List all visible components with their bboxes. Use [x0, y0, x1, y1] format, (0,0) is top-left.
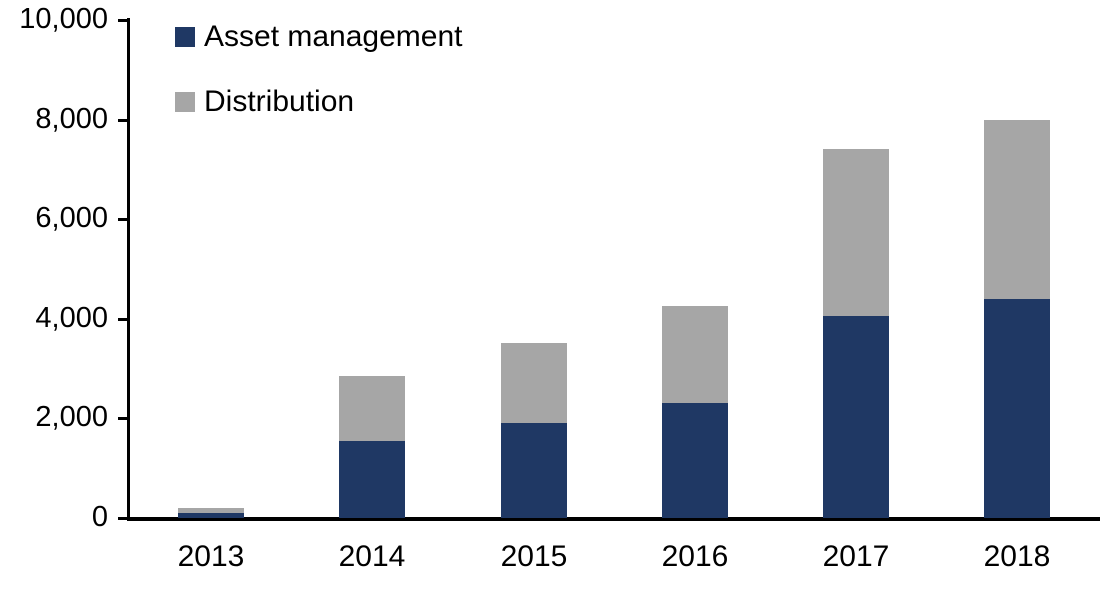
bar-segment-asset-management-2018 [984, 299, 1050, 518]
y-axis-label-2000: 2,000 [35, 401, 108, 434]
bar-segment-asset-management-2016 [662, 403, 728, 518]
y-axis-tick-6000 [118, 218, 128, 222]
y-axis-label-8000: 8,000 [35, 102, 108, 135]
legend-row-asset-management: Asset management [175, 20, 463, 53]
legend-swatch-asset-management [175, 27, 195, 47]
x-axis-line [127, 517, 1100, 521]
bar-segment-distribution-2015 [501, 343, 567, 423]
y-axis-tick-2000 [118, 417, 128, 421]
bar-segment-distribution-2017 [823, 149, 889, 316]
legend-row-distribution: Distribution [175, 85, 462, 118]
y-axis-tick-4000 [118, 317, 128, 321]
legend: Asset management Distribution [175, 20, 463, 152]
bar-segment-asset-management-2014 [339, 441, 405, 518]
x-axis-label-2017: 2017 [822, 540, 890, 573]
bar-segment-distribution-2018 [984, 120, 1050, 299]
y-axis-label-6000: 6,000 [35, 202, 108, 235]
x-axis-label-2018: 2018 [983, 540, 1051, 573]
y-axis-tick-0 [118, 517, 128, 520]
bar-segment-asset-management-2015 [501, 423, 567, 518]
x-axis-label-2016: 2016 [661, 540, 729, 573]
y-axis-label-10000: 10,000 [19, 3, 108, 35]
y-axis-line [127, 18, 130, 520]
bar-segment-distribution-2014 [339, 376, 405, 441]
y-axis-tick-8000 [118, 118, 128, 122]
y-axis-label-0: 0 [91, 501, 108, 533]
legend-label-asset-management: Asset management [204, 20, 463, 53]
bar-segment-distribution-2013 [178, 508, 244, 513]
legend-label-distribution: Distribution [204, 85, 355, 118]
legend-swatch-distribution [175, 92, 195, 112]
bar-segment-asset-management-2017 [823, 316, 889, 518]
x-axis-label-2014: 2014 [338, 540, 406, 573]
bar-segment-distribution-2016 [662, 306, 728, 403]
x-axis-label-2015: 2015 [500, 540, 568, 573]
y-axis-label-4000: 4,000 [35, 301, 108, 334]
x-axis-label-2013: 2013 [177, 540, 245, 573]
bar-segment-asset-management-2013 [178, 513, 244, 518]
y-axis-tick-10000 [118, 19, 128, 22]
